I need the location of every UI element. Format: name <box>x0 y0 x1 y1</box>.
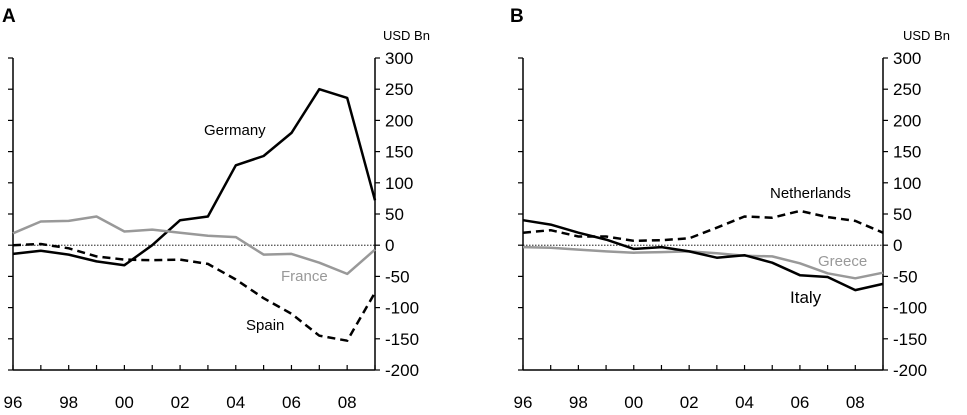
panel-a-letter: A <box>2 6 16 27</box>
panel-b-tick-labels: 300 250 200 150 100 50 0 -50 -100 -150 -200 96 98 00 0… <box>514 49 927 412</box>
panel-a-y-tick-label: -150 <box>385 330 419 349</box>
panel-b-x-tick-label: 98 <box>569 393 588 412</box>
panel-b-y-tick-label: -150 <box>893 330 927 349</box>
panel-a-x-tick-label: 98 <box>59 393 78 412</box>
panel-a-y-tick-label: -200 <box>385 361 419 380</box>
panel-a-tick-labels: 300 250 200 150 100 50 0 -50 -100 -150 -200 96 98 00 0… <box>4 49 419 412</box>
spain-series-line <box>12 242 377 342</box>
panel-b-x-tick-label: 04 <box>735 393 754 412</box>
panel-a-y-tick-label: 100 <box>385 174 413 193</box>
panel-a-y-tick-label: -50 <box>385 267 410 286</box>
panel-b-x-tick-label: 06 <box>790 393 809 412</box>
panel-a-x-tick-label: 04 <box>226 393 245 412</box>
panel-a-y-tick-label: -100 <box>385 299 419 318</box>
panel-b-y-tick-label: 100 <box>893 174 921 193</box>
italy-series-label: Italy <box>790 288 822 307</box>
france-series-label: France <box>281 268 328 285</box>
panel-b-axes <box>518 57 888 371</box>
panel-b-x-tick-label: 00 <box>624 393 643 412</box>
panel-b-letter: B <box>510 6 524 27</box>
panel-a-x-tick-label: 02 <box>171 393 190 412</box>
panel-a-x-tick-label: 96 <box>4 393 23 412</box>
panel-a-x-tick-label: 00 <box>115 393 134 412</box>
panel-a-y-tick-label: 300 <box>385 49 413 68</box>
panel-a-axes <box>8 57 380 371</box>
greece-series-label: Greece <box>818 253 867 270</box>
panel-b-y-tick-label: 300 <box>893 49 921 68</box>
panel-a-x-tick-label: 08 <box>338 393 357 412</box>
panel-a-x-tick-label: 06 <box>282 393 301 412</box>
panel-a-series <box>12 87 377 342</box>
panel-b: B USD Bn 300 250 200 150 100 50 0 -50 -100 -150 -2… <box>510 6 950 412</box>
panel-a-y-tick-label: 50 <box>385 205 404 224</box>
panel-b-y-tick-label: -100 <box>893 299 927 318</box>
panel-b-y-tick-label: 50 <box>893 205 912 224</box>
panel-b-y-tick-label: 200 <box>893 111 921 130</box>
panel-b-y-tick-label: 250 <box>893 80 921 99</box>
germany-series-label: Germany <box>204 122 266 139</box>
spain-series-label: Spain <box>246 317 284 334</box>
panel-b-unit-label: USD Bn <box>903 28 950 43</box>
panel-b-x-tick-label: 96 <box>514 393 533 412</box>
panel-a-y-tick-label: 150 <box>385 143 413 162</box>
panel-a: A USD Bn 300 250 200 150 100 50 0 -50 -100 -150 -2… <box>2 6 430 412</box>
panel-b-y-tick-label: -200 <box>893 361 927 380</box>
panel-b-x-tick-label: 02 <box>680 393 699 412</box>
panel-b-series <box>522 209 884 292</box>
panel-b-x-tick-label: 08 <box>846 393 865 412</box>
greece-series-line <box>522 245 884 280</box>
france-series-line <box>12 215 376 276</box>
panel-a-y-tick-label: 200 <box>385 111 413 130</box>
germany-series-line <box>12 87 377 267</box>
panel-b-y-tick-label: 150 <box>893 143 921 162</box>
panel-a-y-tick-label: 250 <box>385 80 413 99</box>
italy-series-line <box>522 218 884 292</box>
panel-b-y-tick-label: -50 <box>893 267 918 286</box>
panel-a-unit-label: USD Bn <box>383 28 430 43</box>
panel-a-y-tick-label: 0 <box>385 236 394 255</box>
panel-b-y-tick-label: 0 <box>893 236 902 255</box>
netherlands-series-label: Netherlands <box>770 185 851 202</box>
netherlands-series-line <box>522 209 884 243</box>
